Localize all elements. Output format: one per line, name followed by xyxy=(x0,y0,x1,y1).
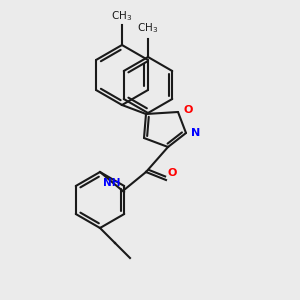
Text: NH: NH xyxy=(103,178,121,188)
Text: O: O xyxy=(168,168,177,178)
Text: N: N xyxy=(191,128,200,138)
Text: O: O xyxy=(183,105,192,115)
Text: CH$_3$: CH$_3$ xyxy=(137,21,159,35)
Text: CH$_3$: CH$_3$ xyxy=(111,9,133,23)
